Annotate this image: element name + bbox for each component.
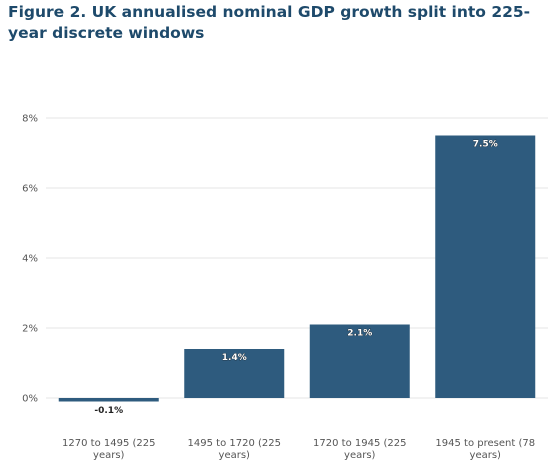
bar [309, 324, 410, 398]
x-tick-label-line: years) [93, 450, 125, 461]
x-tick-label-line: 1270 to 1495 (225 [62, 438, 155, 449]
chart-title: Figure 2. UK annualised nominal GDP grow… [8, 3, 531, 42]
x-tick-label: 1945 to present (78 years) [435, 438, 535, 461]
data-label: 7.5% [473, 140, 498, 150]
data-labels: -0.1% 1.4% 2.1% 7.5% [94, 139, 498, 416]
data-label: 2.1% [347, 329, 372, 339]
x-tick-label: 1495 to 1720 (225 years) [188, 438, 281, 461]
bar [435, 135, 536, 398]
bars [58, 135, 536, 402]
x-tick-label-line: 1945 to present (78 [435, 438, 535, 449]
y-tick-label: 0% [22, 394, 38, 405]
data-label: 1.4% [222, 353, 247, 363]
bar [58, 398, 159, 402]
x-tick-label-line: years) [219, 450, 251, 461]
x-tick-label: 1270 to 1495 (225 years) [62, 438, 155, 461]
y-tick-label: 2% [22, 324, 38, 335]
y-tick-label: 6% [22, 184, 38, 195]
data-label: -0.1% [94, 406, 123, 416]
x-tick-label: 1720 to 1945 (225 years) [313, 438, 406, 461]
y-tick-label: 8% [22, 114, 38, 125]
x-tick-label-line: 1720 to 1945 (225 [313, 438, 406, 449]
x-tick-label-line: 1495 to 1720 (225 [188, 438, 281, 449]
y-axis: 0% 2% 4% 6% 8% [22, 114, 38, 405]
x-tick-label-line: years) [344, 450, 376, 461]
y-tick-label: 4% [22, 254, 38, 265]
x-tick-label-line: years) [470, 450, 502, 461]
x-axis: 1270 to 1495 (225 years)1495 to 1720 (225… [62, 438, 535, 461]
bar [184, 349, 285, 398]
